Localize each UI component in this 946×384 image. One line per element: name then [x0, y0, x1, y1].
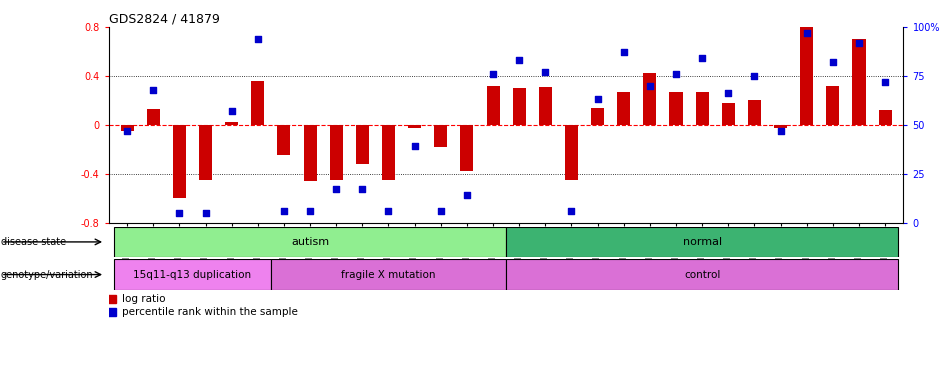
- Bar: [643, 73, 657, 125]
- Bar: [271, 259, 506, 290]
- Point: [328, 186, 343, 192]
- Bar: [356, 125, 369, 164]
- Bar: [513, 88, 526, 125]
- Point: [799, 30, 815, 36]
- Bar: [486, 86, 499, 125]
- Bar: [506, 259, 898, 290]
- Point: [642, 83, 657, 89]
- Point: [198, 210, 213, 216]
- Point: [878, 79, 893, 85]
- Bar: [591, 108, 604, 125]
- Point: [355, 186, 370, 192]
- Bar: [539, 87, 552, 125]
- Bar: [670, 92, 683, 125]
- Point: [172, 210, 187, 216]
- Text: log ratio: log ratio: [122, 293, 166, 304]
- Point: [747, 73, 762, 79]
- Bar: [800, 27, 814, 125]
- Point: [564, 208, 579, 214]
- Point: [825, 59, 840, 65]
- Text: genotype/variation: genotype/variation: [1, 270, 94, 280]
- Point: [512, 57, 527, 63]
- Point: [537, 69, 552, 75]
- Bar: [382, 125, 395, 180]
- Point: [250, 36, 265, 42]
- Text: control: control: [684, 270, 720, 280]
- Bar: [461, 125, 473, 171]
- Bar: [774, 125, 787, 129]
- Bar: [114, 227, 506, 257]
- Point: [381, 208, 396, 214]
- Point: [146, 86, 161, 93]
- Point: [590, 96, 605, 103]
- Text: percentile rank within the sample: percentile rank within the sample: [122, 307, 298, 317]
- Bar: [147, 109, 160, 125]
- Point: [119, 127, 134, 134]
- Point: [433, 208, 448, 214]
- Bar: [304, 125, 317, 181]
- Bar: [408, 125, 421, 129]
- Bar: [225, 122, 238, 125]
- Point: [851, 40, 867, 46]
- Bar: [329, 125, 342, 180]
- Text: 15q11-q13 duplication: 15q11-q13 duplication: [133, 270, 252, 280]
- Point: [616, 49, 631, 55]
- Text: fragile X mutation: fragile X mutation: [342, 270, 436, 280]
- Text: normal: normal: [683, 237, 722, 247]
- Point: [303, 208, 318, 214]
- Bar: [617, 92, 630, 125]
- Bar: [748, 100, 761, 125]
- Point: [721, 90, 736, 96]
- Bar: [852, 39, 866, 125]
- Point: [669, 71, 684, 77]
- Point: [485, 71, 500, 77]
- Bar: [565, 125, 578, 180]
- Point: [407, 143, 422, 149]
- Bar: [506, 227, 898, 257]
- Bar: [879, 110, 892, 125]
- Bar: [695, 92, 709, 125]
- Point: [224, 108, 239, 114]
- Bar: [114, 259, 271, 290]
- Point: [276, 208, 291, 214]
- Text: GDS2824 / 41879: GDS2824 / 41879: [109, 13, 219, 26]
- Bar: [826, 86, 839, 125]
- Text: disease state: disease state: [1, 237, 66, 247]
- Bar: [277, 125, 290, 156]
- Point: [773, 127, 788, 134]
- Bar: [252, 81, 264, 125]
- Bar: [434, 125, 447, 147]
- Point: [460, 192, 475, 199]
- Bar: [173, 125, 186, 198]
- Bar: [722, 103, 735, 125]
- Text: autism: autism: [291, 237, 329, 247]
- Point: [694, 55, 710, 61]
- Bar: [199, 125, 212, 180]
- Bar: [120, 125, 133, 131]
